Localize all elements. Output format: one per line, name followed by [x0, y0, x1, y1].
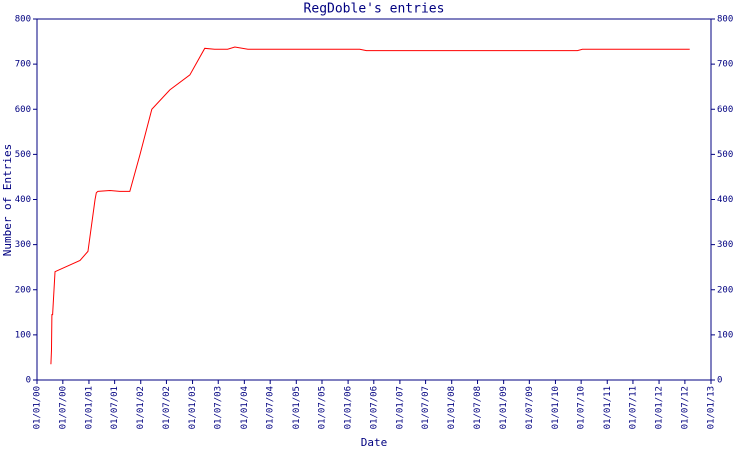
x-tick-label: 01/01/12 — [655, 386, 665, 429]
x-tick-label: 01/01/03 — [188, 386, 198, 429]
y-tick-label: 400 — [15, 195, 31, 205]
y-tick-label: 0 — [26, 376, 31, 386]
x-tick-label: 01/07/10 — [577, 386, 587, 429]
x-tick-label: 01/01/13 — [707, 386, 717, 429]
data-line — [50, 46, 690, 365]
x-tick-label: 01/07/11 — [628, 386, 638, 429]
x-tick-label: 01/01/02 — [136, 386, 146, 429]
x-tick-label: 01/07/09 — [525, 386, 535, 429]
y-tick-label: 200 — [15, 285, 31, 295]
x-tick-label: 01/07/05 — [317, 386, 327, 429]
y-tick-label: 600 — [15, 105, 31, 115]
x-tick-label: 01/01/10 — [551, 386, 561, 429]
x-tick-label: 01/07/04 — [266, 386, 276, 429]
x-tick-label: 01/01/06 — [344, 386, 354, 429]
y-tick-label-right: 500 — [717, 150, 733, 160]
y-tick-label: 300 — [15, 240, 31, 250]
x-tick-label: 01/07/06 — [369, 386, 379, 429]
x-tick-label: 01/07/03 — [214, 386, 224, 429]
y-tick-label: 700 — [15, 60, 31, 70]
x-tick-label: 01/01/04 — [240, 386, 250, 429]
x-tick-label: 01/07/02 — [162, 386, 172, 429]
y-tick-label: 100 — [15, 330, 31, 340]
x-tick-label: 01/01/05 — [292, 386, 302, 429]
x-tick-label: 01/07/01 — [110, 386, 120, 429]
x-tick-label: 01/07/12 — [680, 386, 690, 429]
x-tick-label: 01/01/09 — [499, 386, 509, 429]
chart-title: RegDoble's entries — [304, 2, 445, 17]
x-tick-label: 01/01/11 — [603, 386, 613, 429]
y-axis-label: Number of Entries — [1, 144, 14, 257]
y-tick-label-right: 400 — [717, 195, 733, 205]
y-tick-label-right: 100 — [717, 330, 733, 340]
x-tick-label: 01/07/07 — [421, 386, 431, 429]
x-tick-label: 01/01/08 — [447, 386, 457, 429]
y-tick-label-right: 800 — [717, 15, 733, 25]
x-tick-label: 01/01/01 — [84, 386, 94, 429]
x-axis-label: Date — [361, 436, 388, 449]
y-tick-label-right: 200 — [717, 285, 733, 295]
y-tick-label: 500 — [15, 150, 31, 160]
y-tick-label: 800 — [15, 15, 31, 25]
x-tick-label: 01/01/00 — [33, 386, 43, 429]
x-tick-label: 01/01/07 — [395, 386, 405, 429]
y-tick-label-right: 700 — [717, 60, 733, 70]
y-tick-label-right: 300 — [717, 240, 733, 250]
y-tick-label-right: 600 — [717, 105, 733, 115]
x-tick-label: 01/07/08 — [473, 386, 483, 429]
y-tick-label-right: 0 — [717, 376, 722, 386]
x-tick-label: 01/07/00 — [58, 386, 68, 429]
